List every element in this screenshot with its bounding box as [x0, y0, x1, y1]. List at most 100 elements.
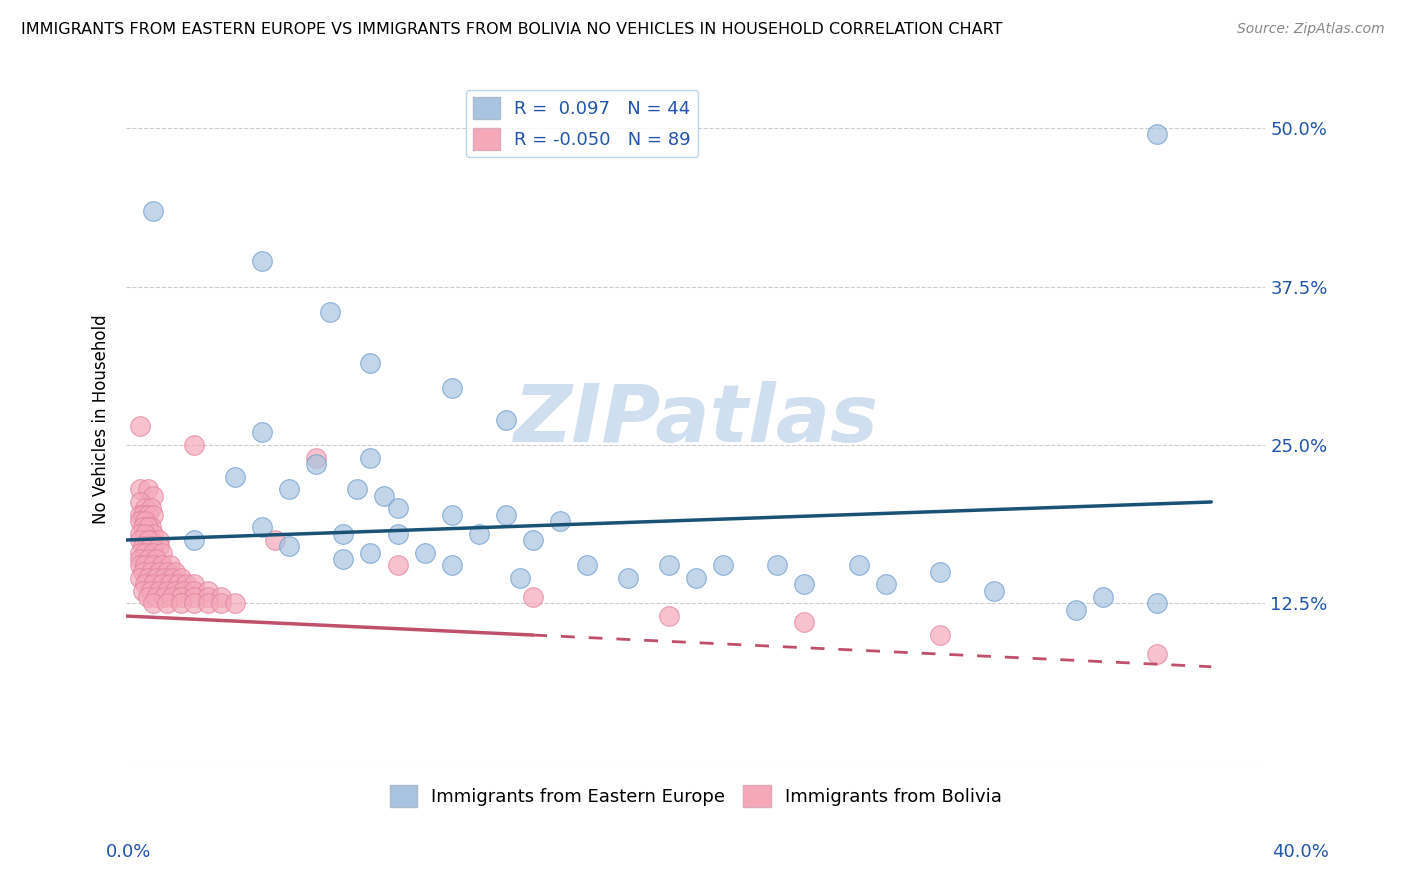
Point [153, 571, 176, 585]
Point [332, 526, 354, 541]
Point [929, 628, 952, 642]
Point [983, 583, 1005, 598]
Point [183, 577, 205, 591]
Point [929, 565, 952, 579]
Point [440, 381, 463, 395]
Text: 0.0%: 0.0% [105, 843, 150, 861]
Point [224, 596, 246, 610]
Point [495, 508, 517, 522]
Point [162, 571, 184, 585]
Point [156, 583, 179, 598]
Point [172, 583, 194, 598]
Point [183, 583, 205, 598]
Point [128, 558, 150, 573]
Point [159, 558, 181, 573]
Point [128, 552, 150, 566]
Point [134, 577, 156, 591]
Point [468, 526, 491, 541]
Point [131, 520, 153, 534]
Point [224, 469, 246, 483]
Point [145, 552, 167, 566]
Point [250, 425, 273, 440]
Point [139, 565, 162, 579]
Point [148, 539, 170, 553]
Point [142, 539, 165, 553]
Point [134, 526, 156, 541]
Point [156, 565, 179, 579]
Point [134, 558, 156, 573]
Point [359, 355, 381, 369]
Point [131, 539, 153, 553]
Point [509, 571, 531, 585]
Point [658, 558, 681, 573]
Text: IMMIGRANTS FROM EASTERN EUROPE VS IMMIGRANTS FROM BOLIVIA NO VEHICLES IN HOUSEHO: IMMIGRANTS FROM EASTERN EUROPE VS IMMIGR… [21, 22, 1002, 37]
Point [183, 590, 205, 604]
Point [332, 552, 354, 566]
Point [142, 558, 165, 573]
Point [264, 533, 287, 547]
Point [159, 577, 181, 591]
Point [183, 438, 205, 452]
Point [1146, 647, 1168, 661]
Point [440, 558, 463, 573]
Point [169, 596, 191, 610]
Point [373, 489, 395, 503]
Point [128, 514, 150, 528]
Point [142, 596, 165, 610]
Point [128, 508, 150, 522]
Point [166, 577, 188, 591]
Point [136, 571, 159, 585]
Point [136, 552, 159, 566]
Point [142, 203, 165, 218]
Point [711, 558, 734, 573]
Point [128, 526, 150, 541]
Point [387, 526, 409, 541]
Point [319, 305, 342, 319]
Point [658, 609, 681, 624]
Point [387, 558, 409, 573]
Point [153, 590, 176, 604]
Point [145, 590, 167, 604]
Point [142, 489, 165, 503]
Point [197, 590, 219, 604]
Point [142, 546, 165, 560]
Point [156, 596, 179, 610]
Point [128, 546, 150, 560]
Point [875, 577, 897, 591]
Point [145, 571, 167, 585]
Point [209, 590, 232, 604]
Point [183, 596, 205, 610]
Point [250, 520, 273, 534]
Point [162, 590, 184, 604]
Legend: Immigrants from Eastern Europe, Immigrants from Bolivia: Immigrants from Eastern Europe, Immigran… [382, 778, 1010, 814]
Point [131, 508, 153, 522]
Point [183, 533, 205, 547]
Point [136, 483, 159, 497]
Point [139, 533, 162, 547]
Text: 40.0%: 40.0% [1272, 843, 1329, 861]
Point [150, 558, 173, 573]
Point [793, 577, 815, 591]
Point [142, 508, 165, 522]
Point [128, 483, 150, 497]
Point [197, 583, 219, 598]
Point [148, 565, 170, 579]
Point [136, 508, 159, 522]
Point [197, 596, 219, 610]
Point [174, 577, 197, 591]
Point [139, 520, 162, 534]
Point [165, 583, 187, 598]
Point [169, 590, 191, 604]
Point [1146, 128, 1168, 142]
Point [387, 501, 409, 516]
Point [128, 533, 150, 547]
Point [766, 558, 789, 573]
Point [278, 539, 301, 553]
Point [142, 577, 165, 591]
Point [495, 412, 517, 426]
Point [134, 501, 156, 516]
Point [346, 483, 368, 497]
Text: Source: ZipAtlas.com: Source: ZipAtlas.com [1237, 22, 1385, 37]
Point [150, 577, 173, 591]
Point [139, 539, 162, 553]
